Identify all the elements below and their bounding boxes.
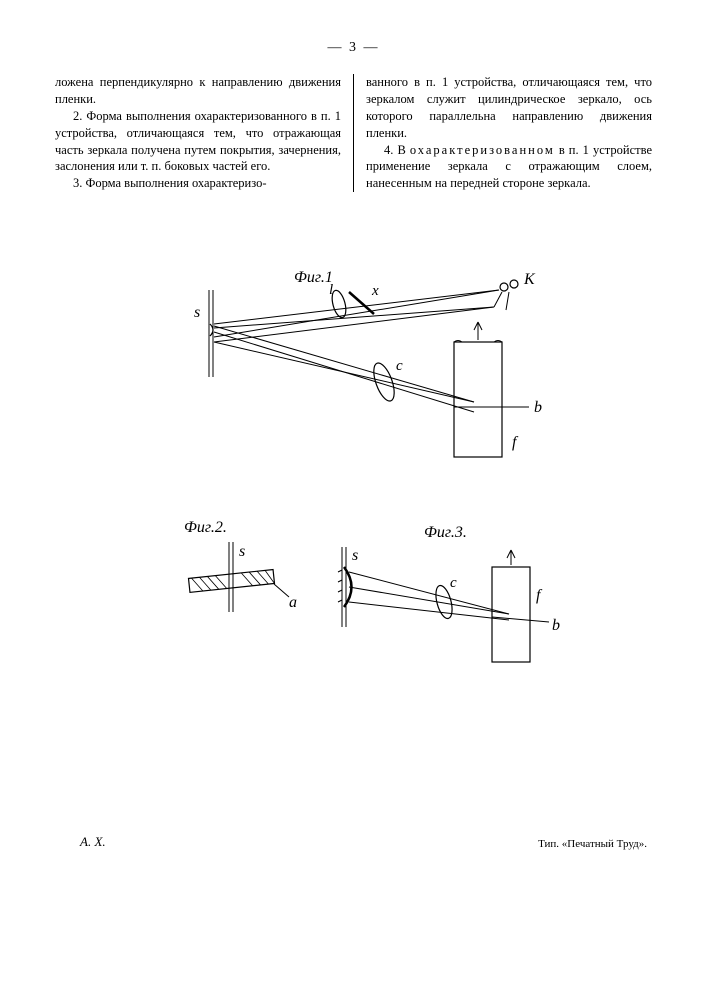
imprint: Тип. «Печатный Труд».: [538, 838, 647, 850]
k-source-icon: [494, 280, 518, 310]
para-1: ложена перпендикулярно к направлению дви…: [55, 74, 341, 108]
fig3-c: c: [450, 575, 457, 591]
figure-2: Фиг.2. s: [184, 519, 297, 612]
figure-1: Фиг.1 K l x s: [194, 269, 542, 457]
signature: А. Х.: [80, 834, 106, 850]
page-number: — 3 —: [55, 40, 652, 56]
figures-area: Фиг.1 K l x s: [55, 262, 652, 717]
lens-c-icon: [369, 361, 398, 404]
fig1-c: c: [396, 358, 403, 374]
hatched-bar-icon: [188, 570, 274, 593]
fig1-label: Фиг.1: [294, 269, 333, 286]
fig1-f: f: [512, 434, 519, 451]
fig1-s: s: [194, 304, 200, 321]
figure-3: Фиг.3. s c: [338, 524, 560, 662]
right-column: ванного в п. 1 устройства, отличающаяся …: [354, 74, 652, 192]
fig3-label: Фиг.3.: [424, 524, 467, 541]
left-column: ложена перпендикулярно к направлению дви…: [55, 74, 353, 192]
fig1-b: b: [534, 399, 542, 416]
para-5: 4. В охарактеризованном в п. 1 устройств…: [366, 142, 652, 193]
fig2-a: a: [289, 594, 297, 611]
text-columns: ложена перпендикулярно к направлению дви…: [55, 74, 652, 192]
fig3-f: f: [536, 587, 543, 604]
film-f-icon: [454, 322, 502, 457]
fig1-K: K: [523, 271, 536, 288]
para-2: 2. Форма выполнения охарактеризованного …: [55, 108, 341, 176]
figures-svg: Фиг.1 K l x s: [134, 262, 574, 712]
film-f3-icon: [492, 550, 530, 662]
fig1-x: x: [371, 283, 379, 299]
fig3-b: b: [552, 617, 560, 634]
fig2-label: Фиг.2.: [184, 519, 227, 536]
para-5-a: 4. В: [384, 143, 406, 157]
para-3: 3. Форма выполнения охарактеризо-: [55, 175, 341, 192]
para-5-spaced: охарактеризованном: [410, 143, 555, 157]
x-slit-icon: [349, 292, 374, 314]
fig1-l: l: [329, 282, 333, 298]
para-4: ванного в п. 1 устройства, отличающаяся …: [366, 74, 652, 142]
page-container: — 3 — ложена перпендикулярно к направлен…: [0, 0, 707, 757]
fig3-s: s: [352, 547, 358, 564]
fig2-s: s: [239, 543, 245, 560]
